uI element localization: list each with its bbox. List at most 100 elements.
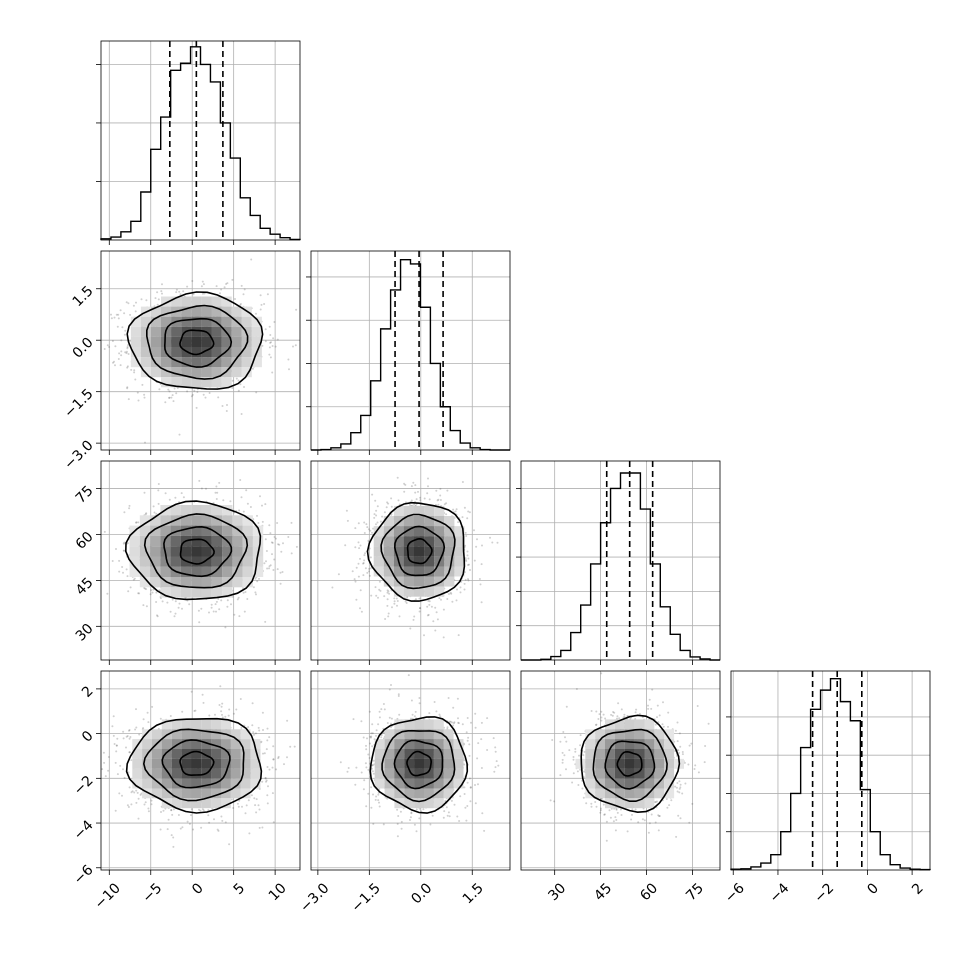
scatter-point [415,498,418,501]
scatter-point [242,293,245,296]
density-cell [139,566,151,577]
scatter-point [239,303,242,305]
scatter-point [359,589,362,592]
density-cell [232,535,243,547]
scatter-point [233,613,236,616]
scatter-point [386,589,389,592]
scatter-point [255,593,257,596]
contour-level-1 [406,537,433,565]
density-cell [373,526,384,537]
density-cell [151,347,162,358]
scatter-point [145,512,148,515]
density-cell [414,526,425,537]
scatter-point [219,292,221,295]
scatter-point [276,568,279,571]
scatter-point [368,574,371,577]
scatter-point [386,598,389,601]
density-cell [211,377,222,388]
scatter-point [221,405,224,407]
scatter-point [159,717,162,720]
density-cell [129,566,140,577]
scatter-point [243,610,246,613]
scatter-point [149,593,152,596]
density-cell [181,296,192,307]
scatter-point [276,338,279,341]
scatter-point [167,388,170,391]
density-cell [211,556,223,567]
scatter-point [218,704,221,706]
density-cell [139,525,151,536]
scatter-point [168,390,171,393]
scatter-point [135,301,137,304]
scatter-point [218,608,221,611]
scatter-point [225,283,228,285]
scatter-point [252,586,255,589]
scatter-point [126,347,129,350]
scatter-point [295,308,298,311]
scatter-point [215,285,218,288]
scatter-point [371,493,374,496]
scatter-point [412,481,415,484]
scatter-point [266,727,269,730]
scatter-point [427,613,430,616]
density-cell [241,347,252,358]
scatter-point [210,606,213,609]
scatter-point [344,544,347,547]
density-cell [160,556,171,567]
scatter-point [243,386,245,388]
density-cell [161,377,172,388]
scatter-point [287,358,290,361]
density-cell [231,357,242,368]
density-cell [211,367,222,378]
density-cell [403,586,414,597]
density-cell [222,566,233,577]
scatter-point [463,582,466,585]
scatter-point [121,794,123,797]
scatter-point [393,597,396,600]
panel-frame [100,460,301,661]
scatter-point [123,541,126,544]
scatter-point [98,755,100,757]
scatter-point [178,433,181,436]
density-cell [211,505,223,516]
scatter-point [199,809,202,812]
scatter-point [436,618,439,621]
density-cell [171,377,182,388]
contour-level-3 [380,513,456,590]
scatter-point [354,527,357,530]
density-cell [222,515,233,526]
scatter-point [428,600,431,603]
density-cell [191,336,202,347]
density-cell [151,316,162,327]
density-cell [231,326,242,337]
scatter-point [142,727,145,730]
scatter-point [106,344,109,347]
scatter-point [354,546,357,549]
scatter-point [271,371,274,374]
density-cell [403,576,414,587]
density-cell [151,367,162,378]
scatter-point [111,725,114,728]
scatter-point [372,527,375,530]
density-cell [373,556,384,567]
scatter-point [129,313,132,316]
scatter-point [145,299,148,302]
scatter-point [393,600,396,603]
scatter-point [143,396,146,399]
density-cell [151,306,162,317]
scatter-point [387,590,390,593]
scatter-point [221,702,224,705]
scatter-point [123,511,126,514]
scatter-point [395,597,398,600]
scatter-point [122,571,124,574]
density-cell [424,586,435,597]
density-cell [434,536,445,547]
scatter-point [111,560,114,562]
scatter-point [259,294,262,297]
histogram-panel-1 [306,250,511,455]
density-cell [201,577,212,588]
density-cell [181,336,192,347]
scatter-point [126,387,129,390]
density-cell [211,336,222,347]
scatter-point [140,298,143,301]
